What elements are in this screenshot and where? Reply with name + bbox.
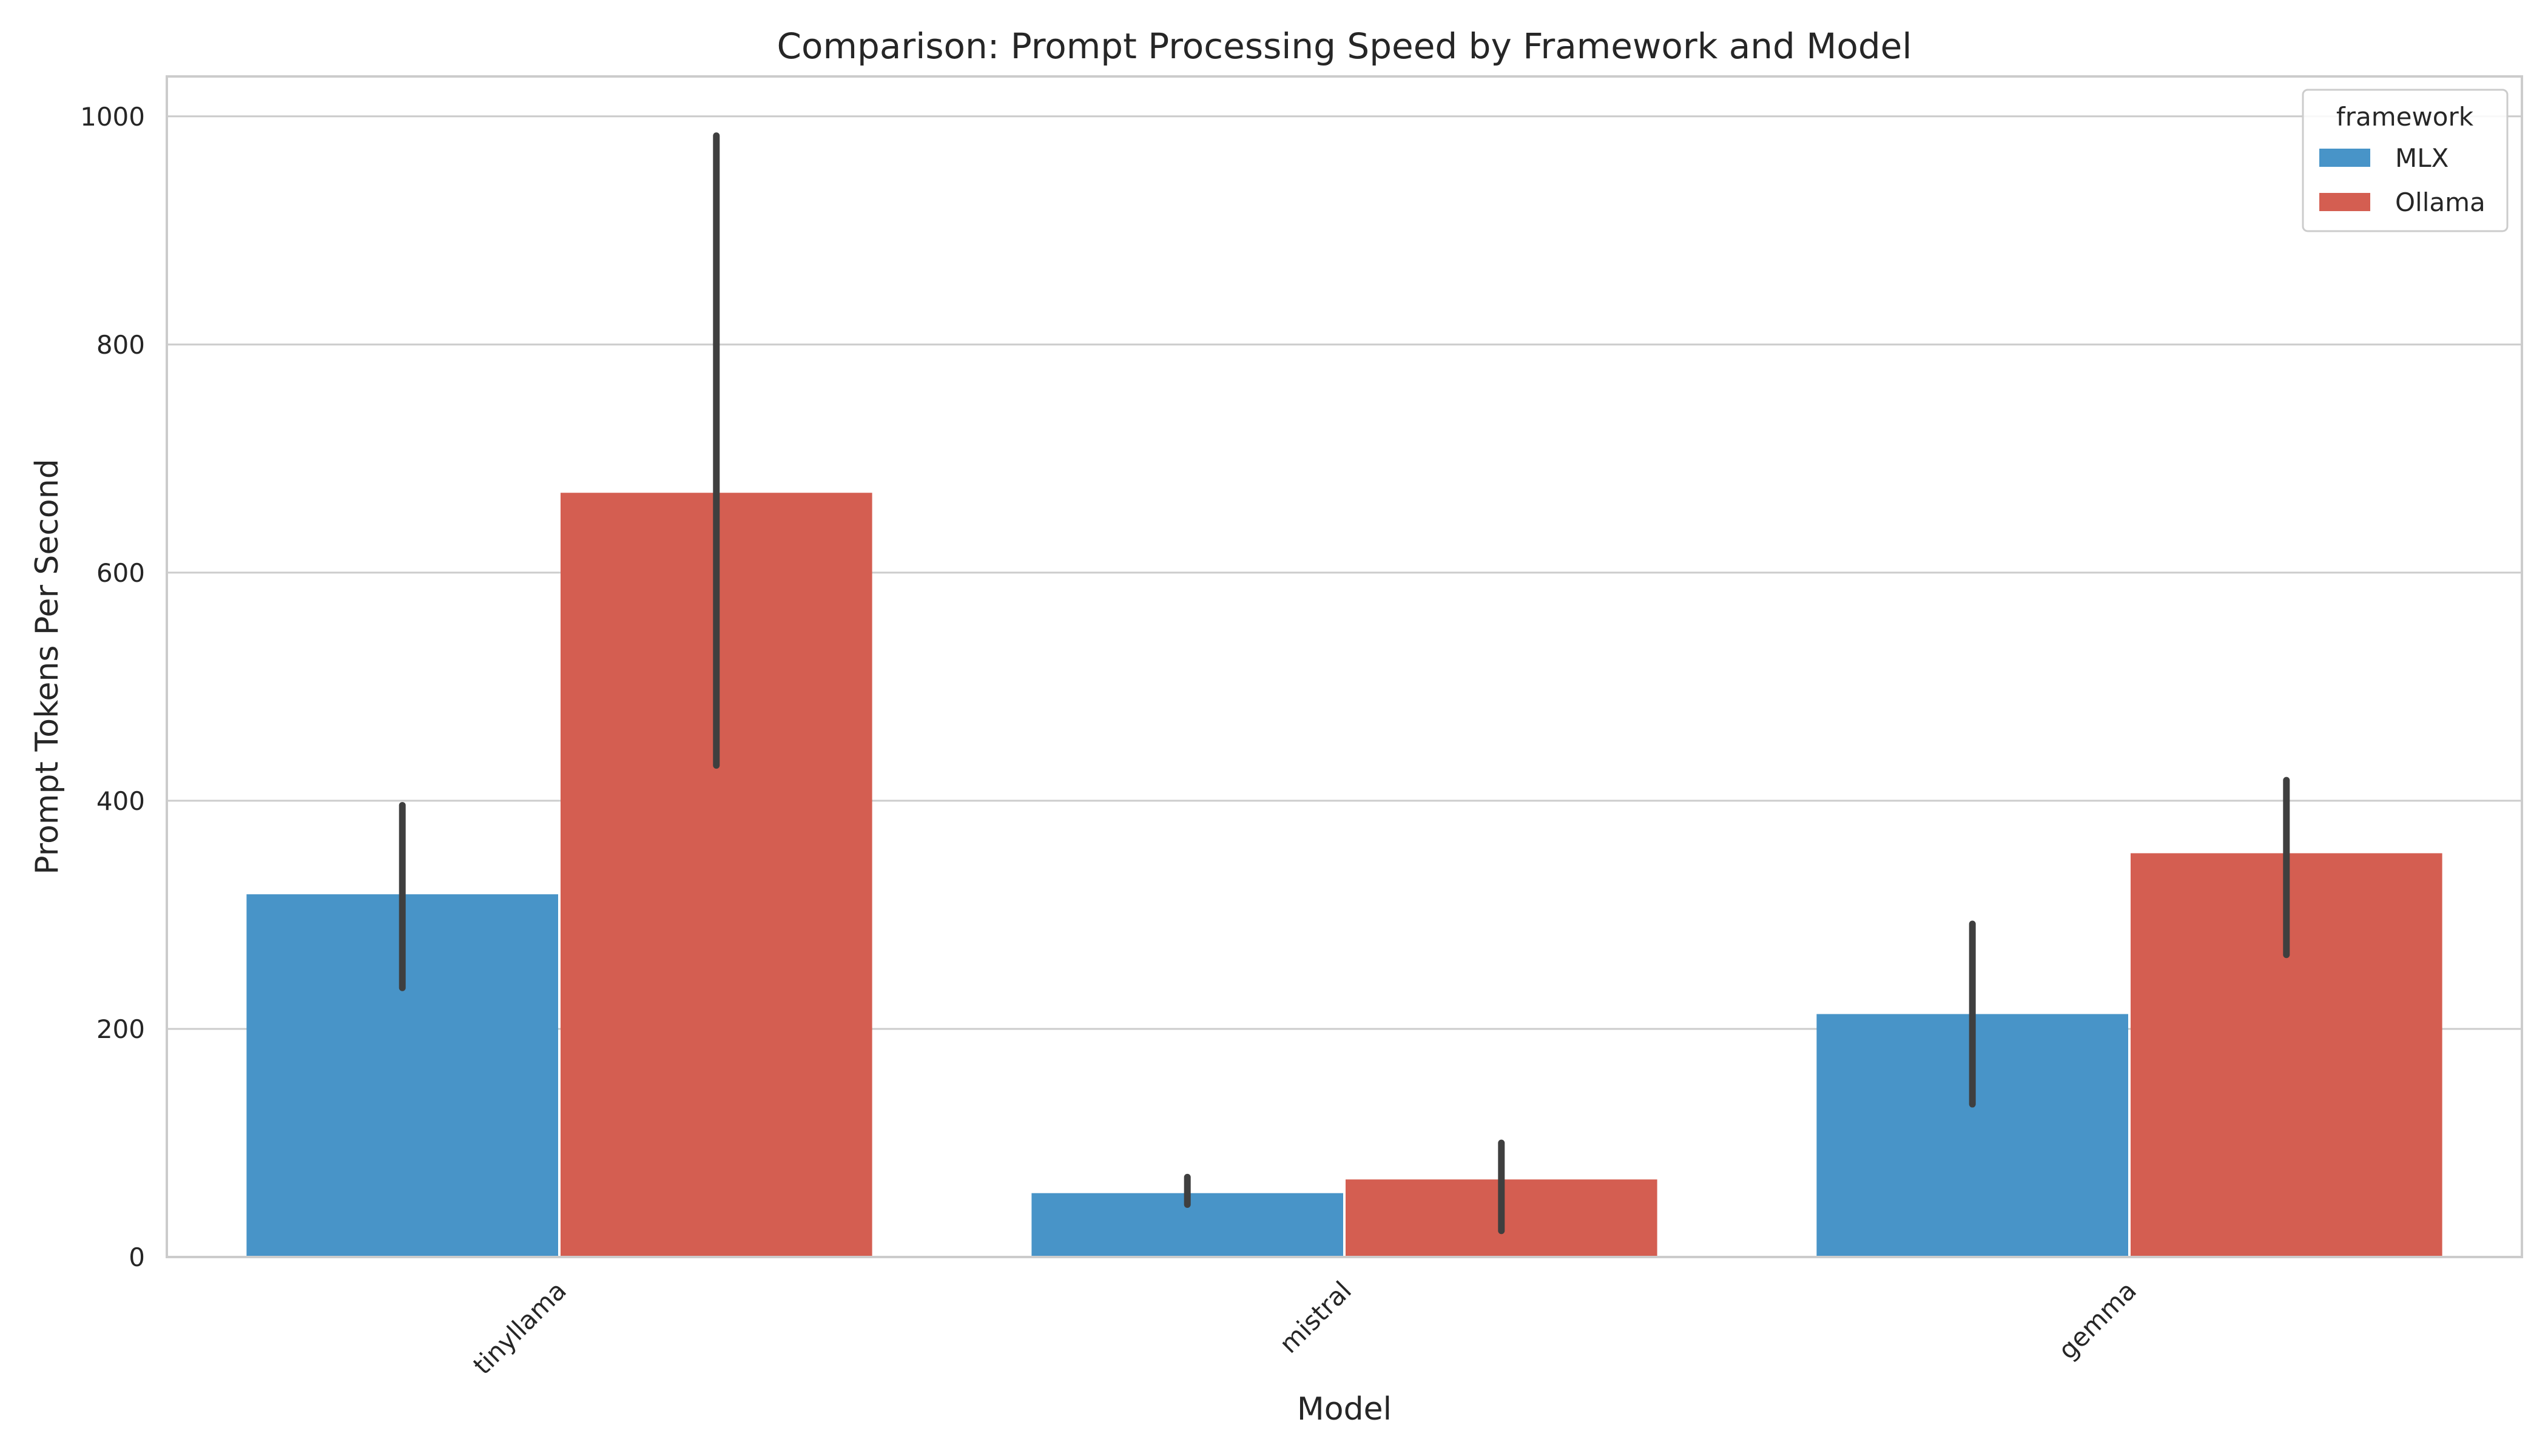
legend-swatch-ollama xyxy=(2319,193,2370,211)
y-tick-label: 800 xyxy=(96,330,145,360)
y-tick-label: 600 xyxy=(96,558,145,588)
legend-title: framework xyxy=(2336,102,2474,132)
y-tick-label: 1000 xyxy=(80,102,145,132)
chart-title: Comparison: Prompt Processing Speed by F… xyxy=(777,25,1912,67)
y-axis-ticks: 0 200 400 600 800 1000 xyxy=(80,102,145,1272)
y-axis-label: Prompt Tokens Per Second xyxy=(29,459,66,874)
error-bars xyxy=(399,132,2290,1235)
y-tick-label: 400 xyxy=(96,786,145,816)
legend-label-mlx: MLX xyxy=(2395,143,2449,173)
legend: framework MLX Ollama xyxy=(2302,89,2509,232)
y-tick-label: 0 xyxy=(129,1242,145,1272)
legend-swatch-mlx xyxy=(2319,149,2370,167)
x-axis-label: Model xyxy=(1297,1391,1392,1427)
y-tick-label: 200 xyxy=(96,1014,145,1044)
plot-area-frame xyxy=(166,75,2523,1258)
legend-label-ollama: Ollama xyxy=(2395,187,2486,217)
